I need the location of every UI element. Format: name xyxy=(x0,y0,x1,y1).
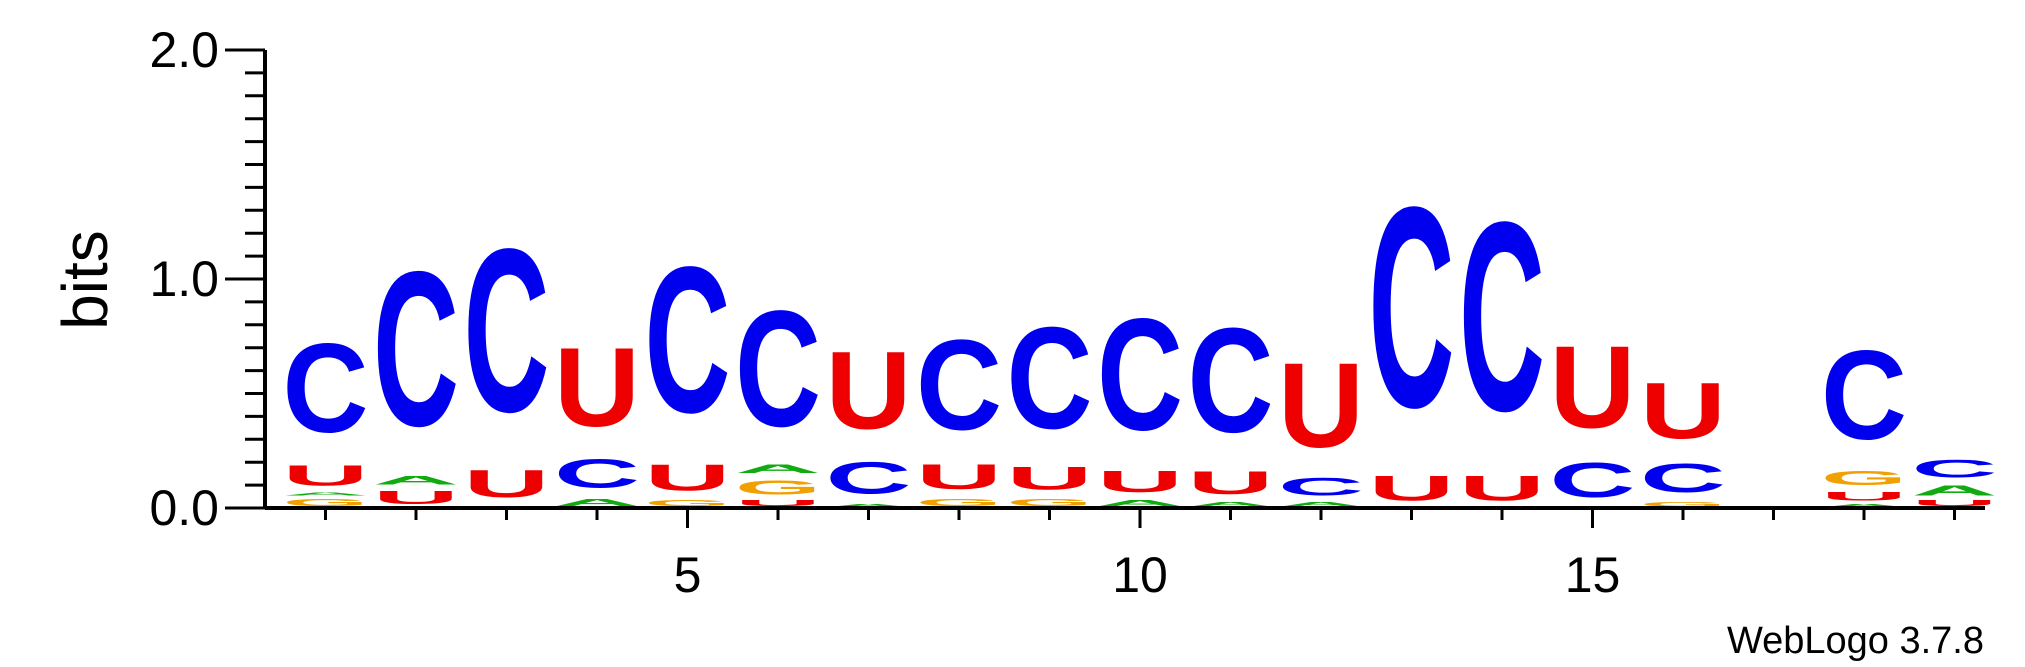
logo-glyph-u-pos15: U xyxy=(1550,322,1636,453)
logo-glyph-u-pos10: U xyxy=(1097,465,1183,499)
logo-glyphs: GAUCUACAUCACUGUCUGACACUGUCGUCAUCAUCACUUC… xyxy=(283,149,1998,508)
logo-glyph-a-pos10: A xyxy=(1097,499,1183,508)
logo-glyph-a-pos2: A xyxy=(373,474,459,488)
logo-glyph-c-pos16: C xyxy=(1640,455,1726,501)
logo-glyph-u-pos19: U xyxy=(1912,499,1998,508)
logo-glyph-c-pos10: C xyxy=(1097,285,1183,463)
logo-glyph-a-pos6: A xyxy=(735,462,821,476)
logo-glyph-c-pos1: C xyxy=(283,319,369,460)
y-axis-title: bits xyxy=(49,230,121,330)
logo-glyph-u-pos6: U xyxy=(735,499,821,508)
logo-glyph-c-pos15: C xyxy=(1550,454,1636,508)
x-tick-label: 10 xyxy=(1112,547,1168,603)
weblogo-credit: WebLogo 3.7.8 xyxy=(1727,620,1984,662)
y-tick-label: 0.0 xyxy=(149,480,219,536)
logo-glyph-g-pos16: G xyxy=(1640,501,1726,508)
logo-glyph-c-pos11: C xyxy=(1188,297,1274,464)
logo-glyph-u-pos3: U xyxy=(464,462,550,505)
logo-glyph-c-pos2: C xyxy=(373,225,459,473)
logo-glyph-u-pos8: U xyxy=(916,458,1002,497)
logo-glyph-u-pos12: U xyxy=(1278,338,1364,473)
logo-glyph-u-pos1: U xyxy=(283,460,369,492)
logo-glyph-g-pos8: G xyxy=(916,497,1002,508)
logo-glyph-c-pos14: C xyxy=(1459,166,1545,467)
logo-glyph-a-pos12: A xyxy=(1278,501,1364,508)
logo-glyph-a-pos4: A xyxy=(554,496,640,507)
logo-glyph-a-pos11: A xyxy=(1188,501,1274,508)
logo-glyph-c-pos7: C xyxy=(826,454,912,504)
logo-glyph-c-pos8: C xyxy=(916,314,1002,457)
logo-glyph-c-pos4: C xyxy=(554,450,640,496)
logo-glyph-u-pos14: U xyxy=(1459,469,1545,508)
logo-glyph-a-pos1: A xyxy=(283,492,369,497)
logo-glyph-g-pos18: G xyxy=(1821,467,1907,490)
x-tick-label: 5 xyxy=(674,547,702,603)
logo-glyph-c-pos13: C xyxy=(1369,149,1455,468)
logo-glyph-a-pos19: A xyxy=(1912,483,1998,499)
logo-glyph-g-pos5: G xyxy=(645,499,731,508)
logo-glyph-u-pos7: U xyxy=(826,330,912,453)
logo-glyph-c-pos5: C xyxy=(645,223,731,456)
logo-glyph-u-pos5: U xyxy=(645,457,731,498)
y-tick-label: 1.0 xyxy=(149,251,219,307)
logo-glyph-a-pos18: A xyxy=(1821,503,1907,508)
logo-glyph-g-pos6: G xyxy=(735,476,821,499)
logo-glyph-a-pos7: A xyxy=(826,503,912,508)
logo-glyph-c-pos6: C xyxy=(735,275,821,461)
logo-glyph-c-pos3: C xyxy=(464,201,550,462)
logo-glyph-u-pos18: U xyxy=(1821,490,1907,504)
logo-glyph-c-pos12: C xyxy=(1278,474,1364,501)
axes: 0.0 1.0 2.0 5 10 15 xyxy=(149,22,1985,603)
logo-glyph-u-pos11: U xyxy=(1188,464,1274,501)
logo-glyph-u-pos16: U xyxy=(1640,366,1726,455)
logo-glyph-u-pos2: U xyxy=(373,488,459,509)
logo-glyph-g-pos9: G xyxy=(1007,497,1093,508)
x-tick-label: 15 xyxy=(1565,547,1621,603)
y-tick-label: 2.0 xyxy=(149,22,219,78)
logo-glyph-u-pos9: U xyxy=(1007,460,1093,497)
logo-glyph-u-pos4: U xyxy=(554,324,640,450)
logo-glyph-g-pos1: G xyxy=(283,497,369,508)
logo-glyph-c-pos9: C xyxy=(1007,298,1093,460)
logo-glyph-u-pos13: U xyxy=(1369,469,1455,508)
logo-glyph-c-pos19: C xyxy=(1912,455,1998,482)
logo-glyph-c-pos18: C xyxy=(1821,326,1907,467)
